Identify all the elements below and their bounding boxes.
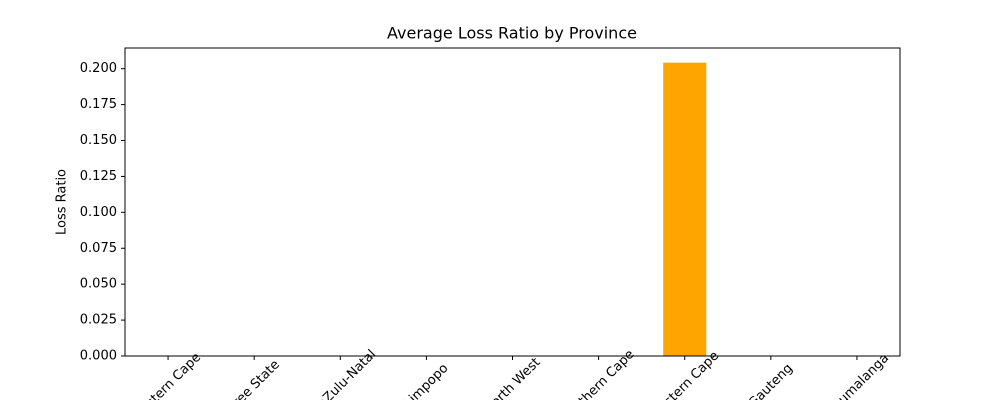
y-tick-label: 0.125: [80, 169, 117, 184]
x-tick-label: North West: [482, 355, 544, 400]
y-tick-label: 0.075: [80, 241, 117, 256]
y-tick-label: 0.175: [80, 97, 117, 112]
y-tick-label: 0.025: [80, 313, 117, 328]
y-tick-label: 0.050: [80, 277, 117, 292]
y-tick-label: 0.200: [80, 61, 117, 76]
plot-frame: [124, 47, 901, 357]
y-tick-label: 0.100: [80, 205, 117, 220]
bar: [663, 62, 707, 356]
x-tick-label: KwaZulu-Natal: [301, 347, 379, 400]
y-axis-label: Loss Ratio: [55, 169, 70, 235]
y-tick-label: 0.150: [80, 133, 117, 148]
x-tick-label: Limpopo: [401, 361, 451, 400]
x-tick-label: Free State: [225, 357, 282, 400]
x-tick-label: Gauteng: [746, 361, 796, 400]
chart-title: Average Loss Ratio by Province: [387, 24, 637, 43]
x-tick-label: Northern Cape: [560, 347, 638, 400]
y-tick-label: 0.000: [80, 349, 117, 364]
